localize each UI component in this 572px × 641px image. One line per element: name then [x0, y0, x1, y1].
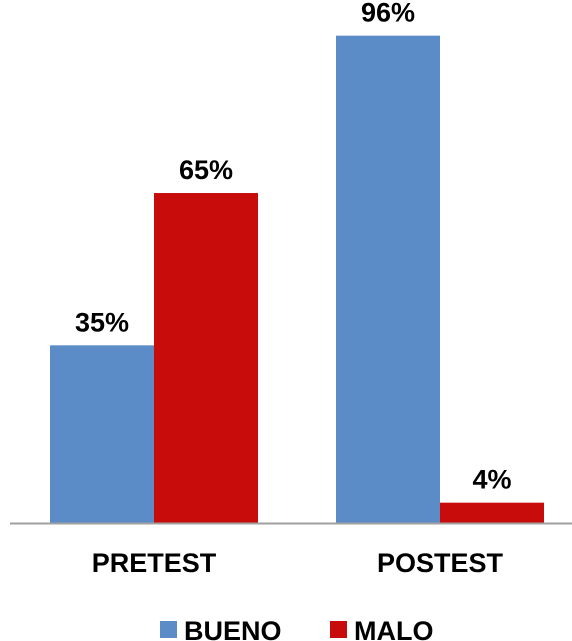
legend: BUENO MALO [160, 616, 433, 641]
bar-malo-pretest [154, 193, 258, 523]
legend-label-bueno: BUENO [184, 616, 282, 641]
category-label-postest: POSTEST [377, 548, 504, 578]
data-label-bueno-pretest: 35% [75, 307, 129, 337]
legend-swatch-malo [330, 621, 347, 638]
legend-swatch-bueno [160, 621, 177, 638]
category-label-pretest: PRETEST [92, 548, 217, 578]
data-label-malo-pretest: 65% [179, 155, 233, 185]
bar-bueno-postest [336, 35, 440, 524]
legend-label-malo: MALO [354, 616, 433, 641]
category-labels-group: PRETEST POSTEST [92, 548, 504, 578]
bar-malo-postest [440, 502, 544, 523]
bars-group [50, 35, 544, 524]
bar-bueno-pretest [50, 345, 154, 523]
data-label-malo-postest: 4% [472, 465, 511, 495]
data-labels-group: 35% 65% 96% 4% [75, 0, 512, 495]
data-label-bueno-postest: 96% [361, 0, 415, 28]
